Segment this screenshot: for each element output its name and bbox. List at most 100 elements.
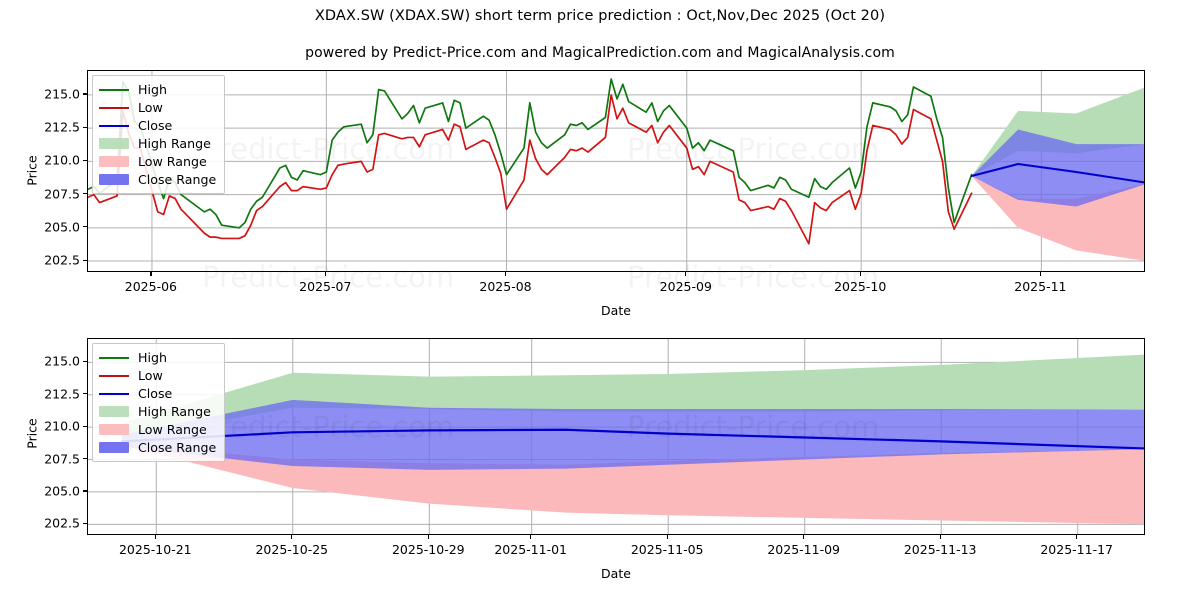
x-axis-tick-label: 2025-11-01 [494,542,568,557]
legend-item-label: High [138,350,167,365]
legend-swatch-line-icon [99,392,129,395]
close-series-line [970,163,1144,184]
x-axis-tick-label: 2025-11 [1014,279,1067,294]
y-axis-tick-mark [83,259,87,261]
x-axis-tick-label: 2025-10-21 [118,542,192,557]
x-axis-tick-label: 2025-08 [479,279,532,294]
close-range-band [971,129,1144,207]
legend-item-close-range[interactable]: Close Range [99,439,216,456]
bottom-chart-canvas [88,339,1144,534]
legend-item-label: Close [138,118,173,133]
x-axis-tick-mark [666,535,668,539]
x-axis-tick-label: 2025-11-05 [630,542,704,557]
top-chart-plot-area [87,70,1145,272]
x-axis-tick-mark [859,272,861,276]
legend-swatch-line-icon [99,124,129,127]
bottom-chart-x-axis-label: Date [601,566,631,581]
top-chart-panel: 202.5 205.0 207.5 210.0 212.5 215.0 2025-06 20… [44,70,1145,294]
y-axis-tick-label: 210.0 [44,418,80,434]
x-axis-tick-label: 2025-10-29 [391,542,465,557]
x-axis-tick-mark [803,535,805,539]
x-axis-tick-mark [150,272,152,276]
legend-item-high[interactable]: High [99,349,216,366]
close-range-band [122,399,1144,470]
legend-item-label: Low Range [138,422,207,437]
y-axis-tick-label: 212.5 [44,386,80,402]
x-axis-tick-mark [1039,272,1042,276]
legend-item-high-range[interactable]: High Range [99,135,216,152]
legend-item-label: Close Range [138,440,217,455]
y-axis-tick-mark [83,159,87,162]
legend-swatch-line-icon [99,374,129,377]
legend-swatch-patch-icon [99,424,129,435]
x-axis-tick-label: 2025-10-25 [255,542,329,557]
y-axis-tick-label: 205.0 [44,483,80,499]
x-axis-tick-mark [939,535,941,539]
legend-swatch-patch-icon [99,174,129,185]
legend-item-high[interactable]: High [99,81,216,98]
y-axis-tick-mark [83,126,87,128]
legend-item-low-range[interactable]: Low Range [99,153,216,170]
legend-swatch-patch-icon [99,138,129,149]
y-axis-tick-mark [83,522,87,524]
y-axis-tick-label: 215.0 [44,86,80,102]
y-axis-tick-mark [83,93,87,95]
x-axis-tick-label: 2025-06 [124,279,178,294]
high-range-band [122,354,1144,439]
page-title: XDAX.SW (XDAX.SW) short term price predi… [314,8,886,24]
legend-swatch-patch-icon [99,156,129,167]
legend-item-label: High Range [138,404,211,419]
y-axis-tick-mark [83,360,87,362]
bottom-chart-panel: 202.5 205.0 207.5 210.0 212.5 215.0 2025-10-2… [44,338,1145,557]
legend-swatch-line-icon [99,356,129,359]
top-chart-canvas [88,71,1144,271]
y-axis-tick-label: 210.0 [44,152,80,168]
top-chart-legend[interactable]: High Low Close High Range Low Range Close Ran… [92,75,226,194]
high-range-band [971,87,1144,176]
y-axis-tick-label: 202.5 [44,252,80,268]
y-axis-tick-mark [83,490,87,492]
legend-item-close[interactable]: Close [99,117,216,134]
legend-item-label: Low [138,368,163,383]
x-axis-tick-mark [1076,535,1078,539]
y-axis-tick-mark [83,458,87,460]
x-axis-tick-label: 2025-09 [659,279,712,294]
legend-item-close-range[interactable]: Close Range [99,171,216,188]
legend-item-label: Close [138,386,173,401]
page-subtitle: powered by Predict-Price.com and Magical… [305,45,895,61]
x-axis-tick-label: 2025-11-17 [1040,542,1114,557]
y-axis-tick-label: 202.5 [44,515,80,531]
y-axis-tick-mark [83,425,87,427]
x-axis-tick-mark [505,272,507,276]
legend-item-low[interactable]: Low [99,367,216,384]
close-series-line [121,428,1144,450]
x-axis-tick-label: 2025-11-13 [903,542,977,557]
legend-item-label: Low [138,100,163,115]
y-axis-tick-label: 207.5 [44,451,80,466]
x-axis-tick-mark [154,535,156,539]
legend-item-low-range[interactable]: Low Range [99,421,216,438]
bottom-chart-y-axis-label: Price [24,418,40,449]
y-axis-tick-mark [83,193,87,195]
x-axis-tick-mark [685,272,687,276]
bottom-chart-legend[interactable]: High Low Close High Range Low Range Close Ran… [92,343,226,462]
legend-item-high-range[interactable]: High Range [99,403,216,420]
legend-swatch-patch-icon [99,406,129,417]
y-axis-tick-label: 205.0 [44,219,80,235]
x-axis-tick-mark [324,272,326,276]
y-axis-tick-mark [83,393,87,395]
x-axis-tick-label: 2025-11-09 [767,542,841,557]
x-axis-tick-label: 2025-10 [834,279,887,294]
legend-swatch-line-icon [99,106,129,109]
legend-item-close[interactable]: Close [99,385,216,402]
x-axis-tick-mark [291,535,293,539]
x-axis-tick-mark [530,535,532,539]
x-axis-tick-label: 2025-07 [299,279,352,294]
legend-item-label: Low Range [138,154,207,169]
y-axis-tick-mark [83,226,87,228]
legend-item-low[interactable]: Low [99,99,216,116]
y-axis-tick-label: 212.5 [44,119,80,135]
bottom-chart-plot-area [87,338,1145,535]
legend-item-label: High Range [138,136,211,151]
